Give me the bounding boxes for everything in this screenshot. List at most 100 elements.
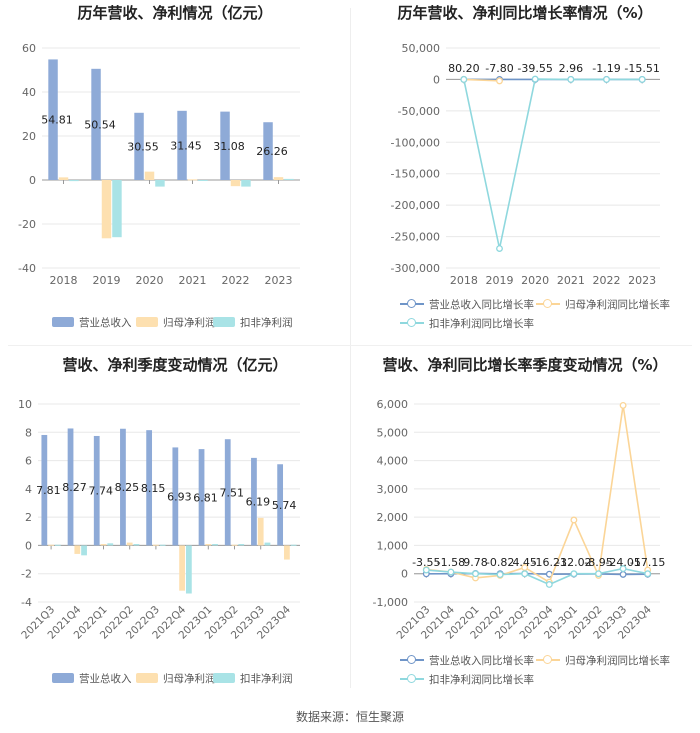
bar-value-label: 7.51 [219, 486, 244, 499]
deducted-growth-point [472, 570, 479, 578]
x-tick-label: 2021 [179, 274, 207, 287]
chart-legend: 营业总收入同比增长率 归母净利润同比增长率 扣非净利润同比增长率 [350, 653, 700, 687]
deducted-growth-point [567, 75, 575, 83]
deducted-growth-point [422, 566, 430, 574]
line-value-label: -16.23 [532, 556, 567, 569]
line-value-label: 9.78 [463, 556, 488, 569]
bar-deducted [112, 180, 122, 238]
legend-item-netprofit[interactable]: 归母净利润 [136, 315, 216, 330]
bar-revenue [177, 110, 187, 180]
bar-value-label: 8.25 [115, 481, 140, 494]
legend-item-deducted[interactable]: 扣非净利润 [213, 315, 293, 330]
line-value-label: -8.95 [584, 556, 612, 569]
x-tick-label: 2018 [450, 274, 478, 287]
data-source-note: 数据来源：恒生聚源 [295, 710, 404, 724]
legend-item-netprofit[interactable]: 归母净利润 [136, 671, 216, 686]
line-value-label: -0.82 [486, 556, 514, 569]
line-value-label: -17.15 [630, 556, 665, 569]
bar-netprofit [205, 544, 212, 546]
deducted-growth-point [595, 570, 602, 578]
y-tick-label: 3,000 [377, 483, 409, 496]
bar-revenue [263, 122, 273, 180]
line-value-label: 4.45 [512, 556, 537, 569]
x-tick-label: 2020 [521, 274, 549, 287]
legend-label: 扣非净利润同比增长率 [429, 318, 534, 330]
quarterly-revenue-profit-chart: 营收、净利季度变动情况（亿元） -4 -2 0 2 4 6 8 10 2021Q3 2021Q4 2… [0, 352, 350, 697]
bar-revenue [93, 435, 100, 546]
x-tick-label: 2020 [136, 274, 164, 287]
line-value-label: -24.05 [605, 556, 640, 569]
line-value-label: -15.51 [624, 62, 659, 75]
bar-deducted [133, 544, 140, 546]
deducted-growth-point [531, 75, 539, 83]
legend-label: 归母净利润 [163, 317, 216, 329]
annual-growth-rate-chart: 历年营收、净利同比增长率情况（%） -300,000 -250,000 -200,0… [350, 0, 700, 345]
deducted-growth-point [545, 581, 553, 588]
bar-revenue [67, 428, 74, 546]
bar-value-label: 31.45 [170, 139, 202, 152]
legend-item-deducted[interactable]: 扣非净利润 [213, 671, 293, 686]
legend-item-revenue-growth[interactable]: 营业总收入同比增长率 [400, 653, 534, 668]
legend-item-revenue[interactable]: 营业总收入 [52, 671, 132, 686]
y-tick-label: 0 [29, 174, 36, 187]
chart-legend: 营业总收入同比增长率 归母净利润同比增长率 扣非净利润同比增长率 [350, 297, 700, 331]
quarterly-growth-rate-chart: 营收、净利同比增长率季度变动情况（%） -1,000 0 1,000 2,000 3,0… [350, 352, 700, 697]
x-tick-label: 2022 [222, 274, 250, 287]
bar-netprofit [231, 544, 238, 546]
bar-revenue [134, 112, 144, 180]
netprofit-growth-line [463, 78, 500, 82]
y-tick-label: 2,000 [377, 511, 409, 524]
legend-item-netprofit-growth[interactable]: 归母净利润同比增长率 [536, 653, 670, 668]
y-tick-label: -40 [18, 262, 36, 275]
legend-label: 扣非净利润 [240, 317, 293, 329]
deducted-growth-point [644, 570, 652, 578]
deducted-growth-line [426, 567, 648, 586]
line-value-label: -3.55 [412, 556, 440, 569]
vertical-divider [350, 8, 351, 688]
bar-netprofit [153, 544, 159, 546]
bar-value-label: 31.08 [213, 140, 245, 153]
annual-revenue-profit-chart: 历年营收、净利情况（亿元） -40 -20 0 20 40 60 2018 2019 2020 2… [0, 0, 350, 345]
bar-revenue [220, 111, 230, 180]
line-value-label: -7.80 [485, 62, 513, 75]
legend-label: 扣非净利润 [240, 673, 293, 685]
y-tick-label: 5,000 [377, 426, 409, 439]
chart-title: 营收、净利季度变动情况（亿元） [62, 356, 288, 374]
bar-value-label: 5.74 [272, 499, 297, 512]
bar-deducted [107, 543, 114, 546]
quarter-line-svg: -1,00001,0002,0003,0004,0005,0006,000202… [373, 398, 666, 642]
legend-label: 归母净利润同比增长率 [565, 655, 670, 667]
deducted-growth-point [638, 75, 646, 83]
chart-title: 营收、净利同比增长率季度变动情况（%） [382, 356, 668, 374]
bar-revenue [251, 457, 257, 546]
y-tick-label: 0 [401, 568, 408, 581]
netprofit-growth-line [426, 405, 649, 584]
legend-item-netprofit-growth[interactable]: 归母净利润同比增长率 [536, 297, 670, 312]
bar-deducted [212, 544, 218, 546]
deducted-growth-point [496, 245, 503, 252]
line-value-label: -12.02 [556, 556, 591, 569]
y-tick-label: -300,000 [391, 262, 440, 275]
legend-item-deducted-growth[interactable]: 扣非净利润同比增长率 [400, 672, 534, 687]
deducted-growth-point [460, 76, 468, 83]
bar-value-label: 6.93 [167, 490, 192, 503]
bar-value-label: 7.81 [36, 484, 61, 497]
y-tick-label: -1,000 [373, 596, 408, 609]
x-tick-label: 2019 [93, 274, 121, 287]
y-tick-label: 20 [22, 130, 36, 143]
y-tick-label: -2 [21, 568, 32, 581]
y-tick-label: 60 [22, 42, 36, 55]
bar-deducted [159, 544, 166, 546]
legend-item-revenue[interactable]: 营业总收入 [52, 315, 132, 330]
legend-item-deducted-growth[interactable]: 扣非净利润同比增长率 [400, 316, 534, 331]
legend-item-revenue-growth[interactable]: 营业总收入同比增长率 [400, 297, 534, 312]
y-tick-label: 10 [18, 398, 32, 411]
legend-label: 营业总收入 [79, 673, 132, 685]
bar-value-label: 8.15 [141, 482, 166, 495]
bar-revenue [224, 439, 231, 546]
y-tick-label: 0 [25, 539, 32, 552]
deducted-growth-point [496, 571, 504, 579]
bar-netprofit [100, 544, 107, 546]
annual-line-svg: -300,000 -250,000 -200,000 -150,000 -100,000… [391, 42, 660, 287]
y-tick-label: 50,000 [402, 42, 441, 55]
